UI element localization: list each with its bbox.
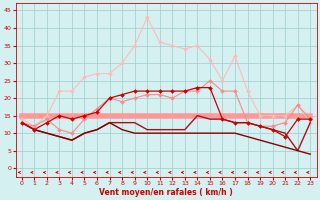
X-axis label: Vent moyen/en rafales ( km/h ): Vent moyen/en rafales ( km/h ): [99, 188, 233, 197]
